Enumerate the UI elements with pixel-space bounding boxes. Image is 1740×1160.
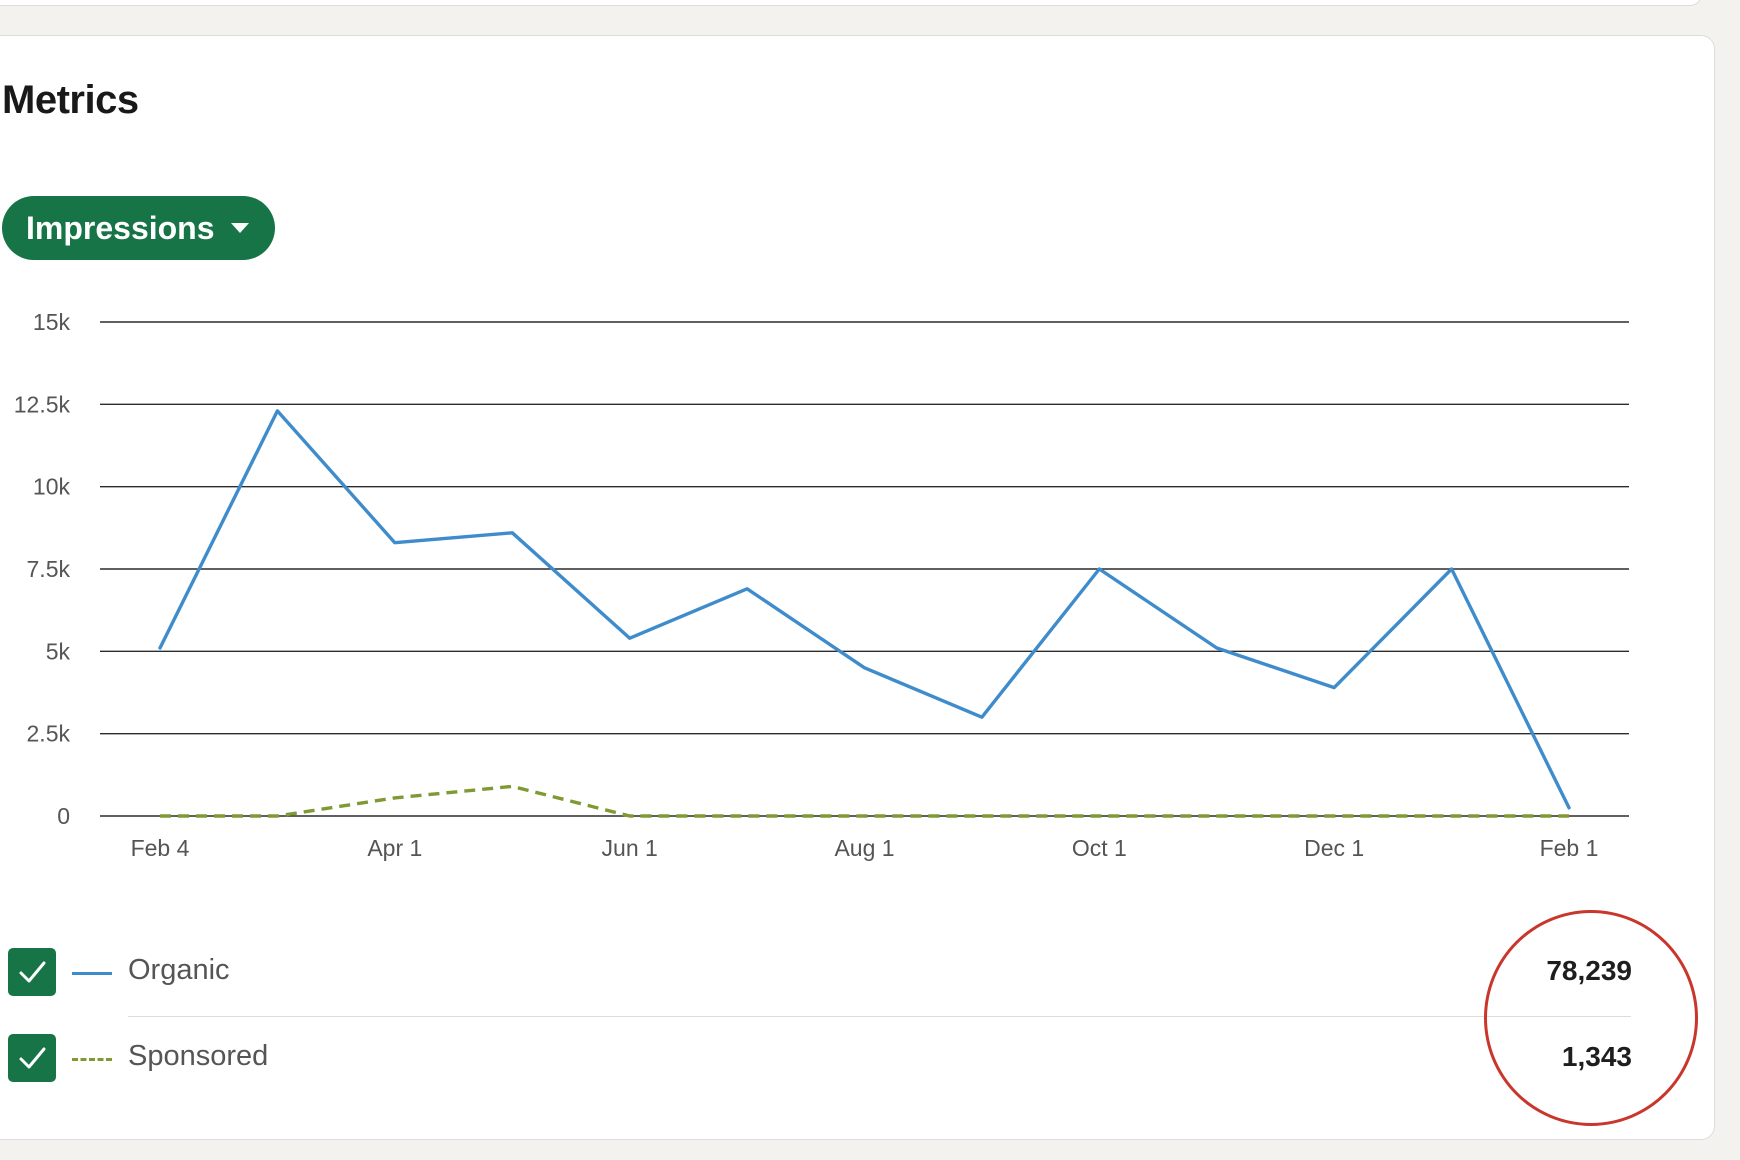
legend-row-sponsored: Sponsored 1,343 — [8, 1029, 1632, 1089]
x-tick-label: Apr 1 — [367, 835, 422, 861]
x-tick-label: Aug 1 — [834, 835, 894, 861]
x-tick-label: Oct 1 — [1072, 835, 1127, 861]
caret-down-icon — [230, 223, 249, 233]
metrics-card — [0, 35, 1715, 1140]
sponsored-line-swatch — [72, 1058, 112, 1061]
y-tick-label: 5k — [46, 638, 71, 664]
red-annotation-circle — [1484, 910, 1698, 1126]
y-tick-label: 2.5k — [27, 721, 71, 747]
legend-row-organic: Organic 78,239 — [8, 943, 1632, 1003]
y-tick-label: 0 — [57, 803, 70, 829]
y-tick-label: 15k — [33, 309, 71, 335]
legend-label-sponsored: Sponsored — [128, 1040, 269, 1072]
checkmark-icon — [19, 961, 46, 983]
impressions-line-chart: 0 2.5k 5k 7.5k 10k 12.5k 15k Feb 4 Apr 1 Jun 1 Aug… — [14, 309, 1629, 861]
checkmark-icon — [19, 1047, 46, 1069]
series-line-organic — [158, 409, 1571, 810]
x-tick-label: Feb 1 — [1540, 835, 1599, 861]
y-tick-label: 12.5k — [14, 391, 71, 417]
page-title: Metrics — [2, 78, 139, 122]
organic-line-swatch — [72, 972, 112, 975]
sponsored-checkbox[interactable] — [8, 1034, 56, 1082]
metric-dropdown-button[interactable]: Impressions — [2, 196, 275, 260]
y-tick-label: 10k — [33, 474, 71, 500]
x-tick-label: Dec 1 — [1304, 835, 1364, 861]
series-line-sponsored — [160, 784, 1569, 818]
previous-card — [0, 0, 1702, 6]
organic-checkbox[interactable] — [8, 948, 56, 996]
y-tick-label: 7.5k — [27, 556, 71, 582]
legend-label-organic: Organic — [128, 954, 230, 986]
metric-dropdown-label: Impressions — [26, 209, 215, 246]
x-tick-label: Jun 1 — [602, 835, 658, 861]
x-tick-label: Feb 4 — [131, 835, 190, 861]
legend-divider — [128, 1016, 1631, 1017]
